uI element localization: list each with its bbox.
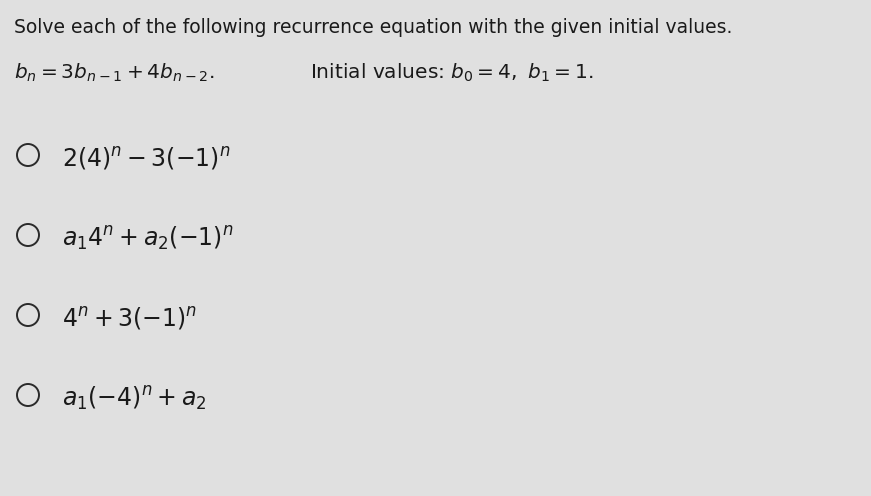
Text: $a_1 4^n + a_2(-1)^n$: $a_1 4^n + a_2(-1)^n$ bbox=[62, 225, 233, 253]
Text: $4^n + 3(-1)^n$: $4^n + 3(-1)^n$ bbox=[62, 305, 198, 332]
Text: Initial values: $b_0 = 4,\ b_1 = 1.$: Initial values: $b_0 = 4,\ b_1 = 1.$ bbox=[310, 62, 593, 84]
Text: Solve each of the following recurrence equation with the given initial values.: Solve each of the following recurrence e… bbox=[14, 18, 733, 37]
Text: $b_n = 3b_{n-1} + 4b_{n-2}.$: $b_n = 3b_{n-1} + 4b_{n-2}.$ bbox=[14, 62, 214, 84]
Text: $a_1(-4)^n + a_2$: $a_1(-4)^n + a_2$ bbox=[62, 385, 206, 413]
Text: $2(4)^n - 3(-1)^n$: $2(4)^n - 3(-1)^n$ bbox=[62, 145, 231, 172]
